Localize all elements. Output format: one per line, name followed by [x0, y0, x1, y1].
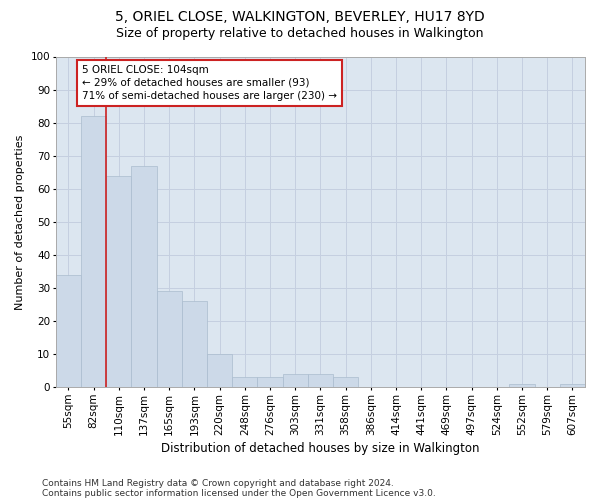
Text: 5, ORIEL CLOSE, WALKINGTON, BEVERLEY, HU17 8YD: 5, ORIEL CLOSE, WALKINGTON, BEVERLEY, HU…: [115, 10, 485, 24]
Bar: [560, 384, 585, 388]
Bar: [81, 116, 106, 388]
Bar: [207, 354, 232, 388]
X-axis label: Distribution of detached houses by size in Walkington: Distribution of detached houses by size …: [161, 442, 479, 455]
Bar: [56, 275, 81, 388]
Bar: [106, 176, 131, 388]
Text: 5 ORIEL CLOSE: 104sqm
← 29% of detached houses are smaller (93)
71% of semi-deta: 5 ORIEL CLOSE: 104sqm ← 29% of detached …: [82, 65, 337, 101]
Y-axis label: Number of detached properties: Number of detached properties: [15, 134, 25, 310]
Bar: [232, 378, 257, 388]
Bar: [157, 292, 182, 388]
Bar: [509, 384, 535, 388]
Text: Contains public sector information licensed under the Open Government Licence v3: Contains public sector information licen…: [42, 488, 436, 498]
Bar: [182, 302, 207, 388]
Bar: [333, 378, 358, 388]
Bar: [131, 166, 157, 388]
Text: Size of property relative to detached houses in Walkington: Size of property relative to detached ho…: [116, 28, 484, 40]
Bar: [283, 374, 308, 388]
Bar: [308, 374, 333, 388]
Bar: [257, 378, 283, 388]
Text: Contains HM Land Registry data © Crown copyright and database right 2024.: Contains HM Land Registry data © Crown c…: [42, 478, 394, 488]
